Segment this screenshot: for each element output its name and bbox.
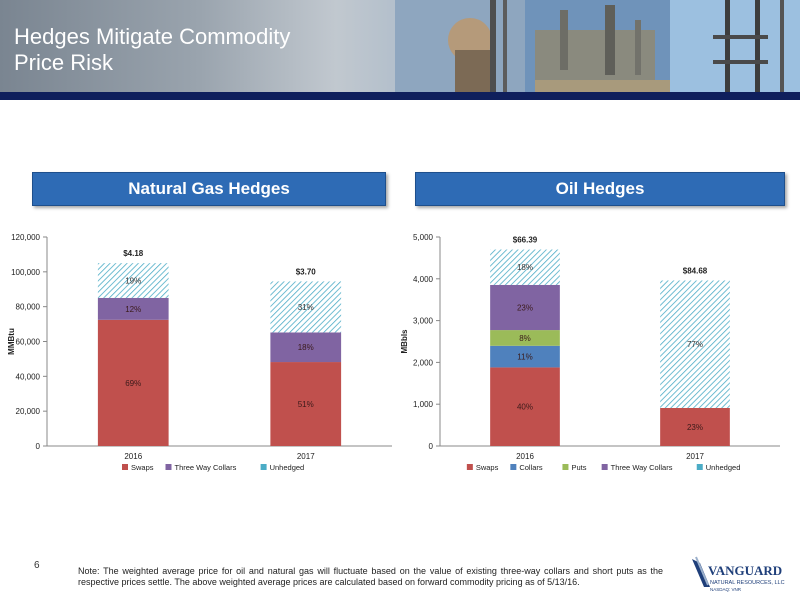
bar-segment-unhedged [490,249,560,285]
legend-entry-swaps: Swaps [476,463,499,472]
data-label: 18% [517,263,533,272]
y-tick-label: 40,000 [16,372,41,381]
bar-segment-unhedged [270,281,342,333]
y-axis-label: MBbls [400,329,409,354]
y-tick-label: 80,000 [16,303,41,312]
x-tick-label: 2017 [686,452,704,461]
header-banner: Hedges Mitigate Commodity Price Risk [0,0,800,92]
y-tick-label: 2,000 [413,358,434,367]
slide-title-line2: Price Risk [14,50,114,75]
slide-title-line1: Hedges Mitigate Commodity [14,24,291,49]
header-divider [0,92,800,100]
data-label: 18% [298,343,314,352]
bar-segment-puts [490,330,560,346]
oil-header: Oil Hedges [415,172,785,206]
y-tick-label: 0 [36,442,41,451]
legend-entry-puts: Puts [571,463,586,472]
legend-swatch-unhedged [260,464,267,470]
y-tick-label: 100,000 [11,268,40,277]
natural-gas-header: Natural Gas Hedges [32,172,386,206]
y-tick-label: 5,000 [413,233,434,242]
legend-swatch-puts [562,464,569,470]
data-label: 8% [519,334,531,343]
svg-text:NATURAL RESOURCES, LLC: NATURAL RESOURCES, LLC [710,580,785,586]
svg-text:VANGUARD: VANGUARD [708,563,782,578]
legend-swatch-swaps [466,464,473,470]
data-label: 40% [517,403,533,412]
price-label: $84.68 [683,266,708,275]
oil-chart: 0 1,000 2,000 3,000 4,000 5,000 MBbls 40% 11% 8% 2… [400,233,780,472]
x-tick-label: 2016 [124,452,142,461]
x-tick-label: 2017 [297,452,315,461]
y-tick-label: 20,000 [16,407,41,416]
legend-swatch-unhedged [696,464,703,470]
bar-segment-collars [490,345,560,368]
data-label: 77% [687,340,703,349]
data-label: 12% [125,305,141,314]
vanguard-logo-mark: VANGUARD NATURAL RESOURCES, LLC NASDAQ: … [692,556,785,592]
legend-swatch-collars [510,464,517,470]
legend-entry-swaps: Swaps [131,463,154,472]
data-label: 19% [125,276,141,285]
bar-segment-three-way-collars [97,297,169,320]
y-tick-label: 1,000 [413,400,434,409]
data-label: 51% [298,400,314,409]
natural-gas-chart: 0 20,000 40,000 60,000 80,000 100,000 120,000 M… [7,233,392,472]
x-tick-label: 2016 [516,452,534,461]
page-number: 6 [34,560,40,571]
legend-entry-unhedged: Unhedged [270,463,305,472]
price-label: $3.70 [296,267,317,276]
legend-swatch-three-way-collars [165,464,172,470]
y-tick-label: 3,000 [413,317,434,326]
bar-segment-swaps [490,367,560,446]
bar-segment-three-way-collars [270,332,342,363]
legend-entry-three-way-collars: Three Way Collars [175,463,237,472]
y-tick-label: 120,000 [11,233,40,242]
y-tick-label: 0 [429,442,434,451]
svg-text:NASDAQ: VNR: NASDAQ: VNR [710,587,742,592]
legend-swatch-three-way-collars [601,464,608,470]
data-label: 23% [687,423,703,432]
y-tick-label: 60,000 [16,338,41,347]
price-label: $4.18 [123,249,144,258]
footnote: Note: The weighted average price for oil… [78,566,663,587]
bar-segment-swaps [97,319,169,446]
vanguard-logo: VANGUARD NATURAL RESOURCES, LLC NASDAQ: … [690,553,790,598]
data-label: 69% [125,379,141,388]
price-label: $66.39 [513,236,538,245]
oilfield-photo [395,0,800,92]
slide-title: Hedges Mitigate Commodity Price Risk [14,24,290,76]
bar-segment-unhedged [660,280,730,408]
bar-segment-unhedged [97,263,169,298]
legend-swatch-swaps [122,464,128,470]
legend-entry-collars: Collars [519,463,543,472]
y-axis-label: MMBtu [7,328,16,355]
y-tick-label: 4,000 [413,275,434,284]
data-label: 31% [298,303,314,312]
bar-segment-swaps [660,407,730,446]
legend-entry-three-way-collars: Three Way Collars [611,463,673,472]
bar-segment-swaps [270,362,342,446]
legend-entry-unhedged: Unhedged [706,463,741,472]
data-label: 11% [517,353,532,362]
data-label: 23% [517,303,533,312]
bar-segment-three-way-collars [490,284,560,331]
